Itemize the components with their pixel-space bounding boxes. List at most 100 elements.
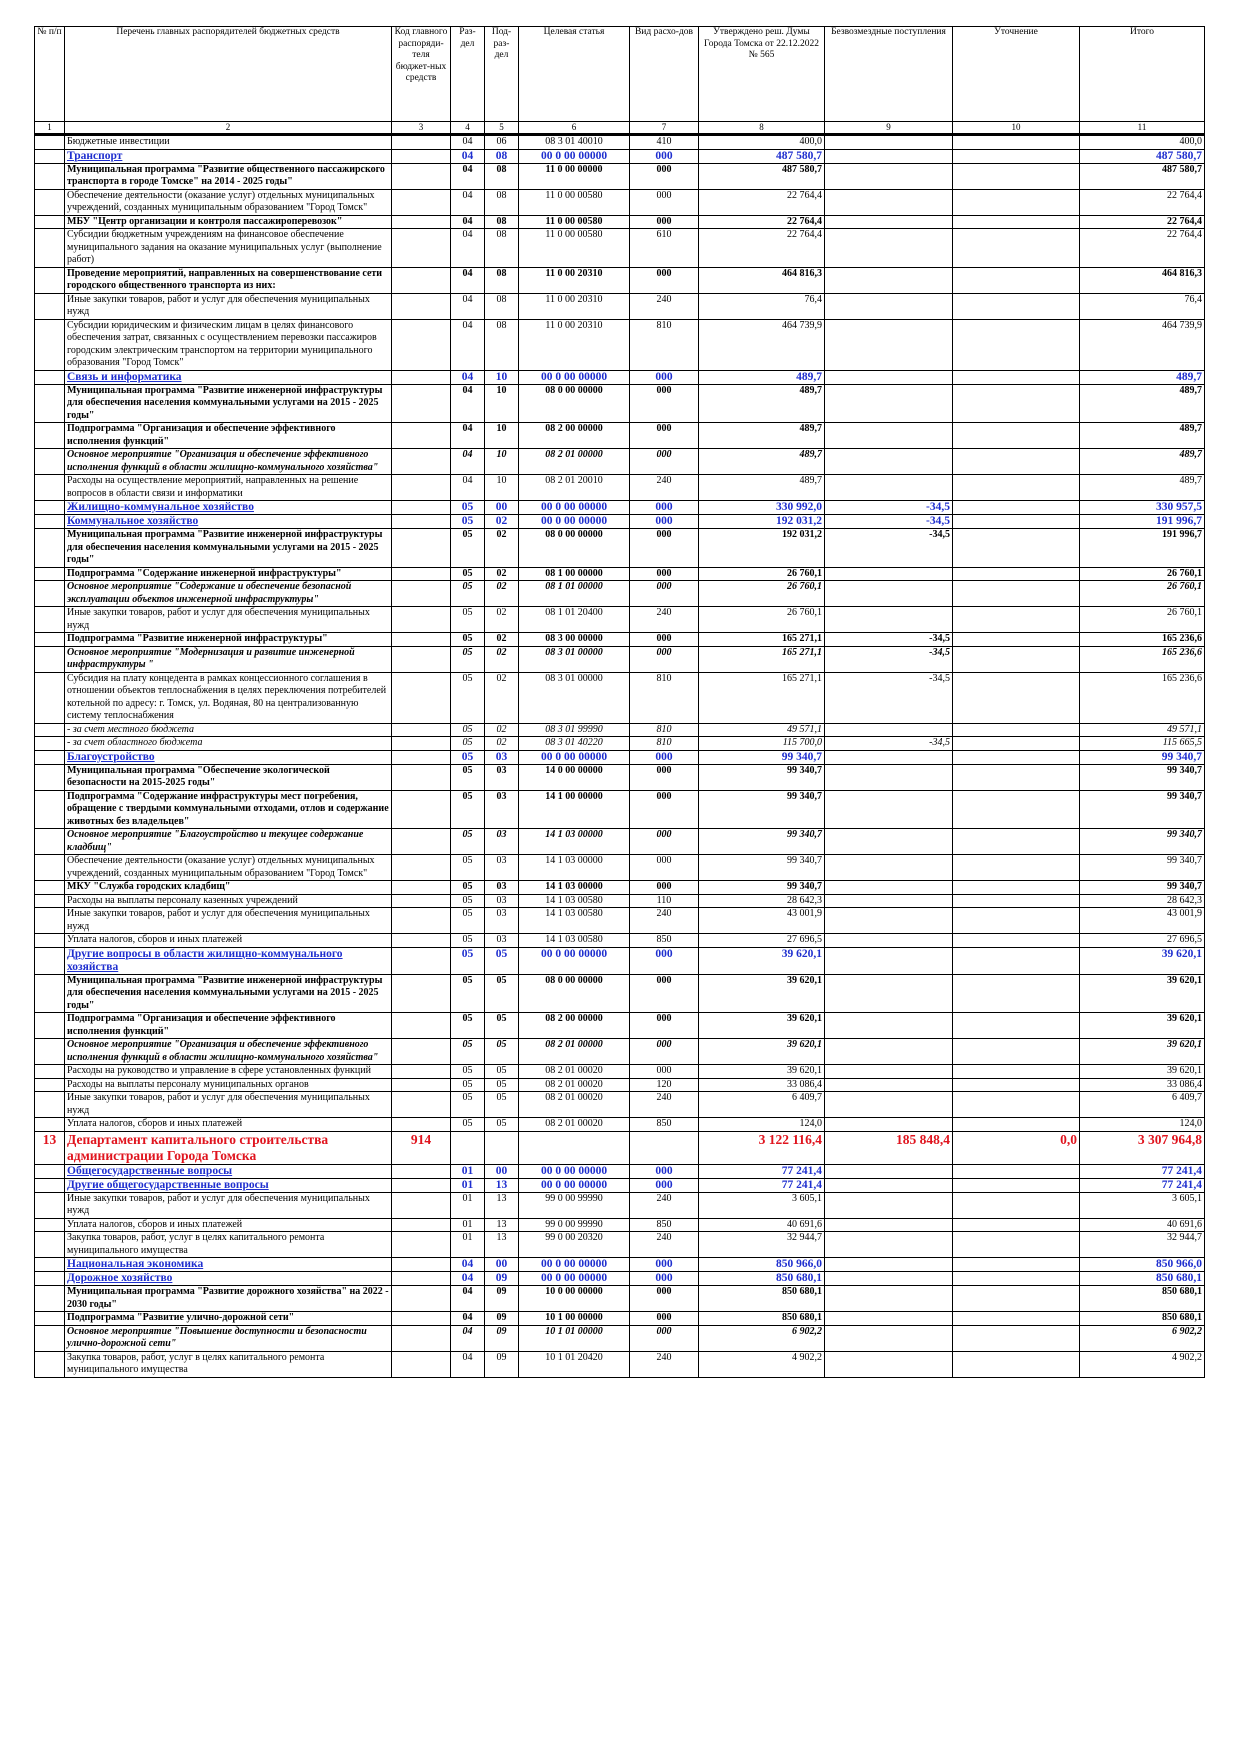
table-cell: 08 3 01 40010	[518, 134, 630, 150]
table-cell	[824, 907, 953, 934]
table-cell	[391, 1271, 451, 1286]
table-cell: 08	[484, 188, 519, 216]
table-cell: 10	[484, 369, 519, 385]
table-row: Закупка товаров, работ, услуг в целях ка…	[34, 1231, 1205, 1258]
table-cell: 11 0 00 00000	[518, 162, 630, 190]
table-cell: 165 271,1	[698, 671, 825, 724]
table-cell	[824, 1285, 953, 1312]
table-cell	[824, 1231, 953, 1258]
table-cell	[824, 580, 953, 607]
table-cell	[952, 632, 1080, 647]
table-cell: 22 764,4	[1079, 228, 1205, 268]
table-cell	[824, 828, 953, 855]
table-row: Бюджетные инвестиции 04 06 08 3 01 40010 410…	[34, 134, 1205, 150]
table-cell: 76,4	[1079, 292, 1205, 320]
table-cell: 05	[450, 580, 485, 607]
table-cell	[952, 1064, 1080, 1079]
table-cell	[34, 1285, 65, 1312]
table-cell: -34,5	[824, 632, 953, 647]
table-cell: 11 0 00 00580	[518, 228, 630, 268]
table-cell: 165 236,6	[1079, 671, 1205, 724]
table-cell: 99 340,7	[698, 828, 825, 855]
table-cell	[391, 448, 451, 475]
table-cell: 00 0 00 00000	[518, 1257, 630, 1272]
table-cell	[952, 292, 1080, 320]
table-cell: 26 760,1	[1079, 606, 1205, 633]
table-cell: Иные закупки товаров, работ и услуг для …	[64, 907, 392, 934]
table-cell	[824, 1038, 953, 1065]
table-cell: Подпрограмма "Содержание инфраструктуры …	[64, 789, 392, 829]
table-cell: 13	[34, 1130, 65, 1165]
table-cell	[391, 566, 451, 581]
table-row: Уплата налогов, сборов и иных платежей 01…	[34, 1217, 1205, 1232]
table-cell: 04	[450, 369, 485, 385]
table-cell: 08 2 00 00000	[518, 422, 630, 449]
table-cell: 08 0 00 00000	[518, 528, 630, 568]
table-cell: 32 944,7	[1079, 1231, 1205, 1258]
table-row: Муниципальная программа "Развитие дорожн…	[34, 1285, 1205, 1312]
table-cell: 03	[484, 763, 519, 791]
table-cell: Коммунальное хозяйство	[64, 514, 392, 529]
table-cell	[34, 1311, 65, 1326]
table-cell	[952, 448, 1080, 475]
table-cell: 40 691,6	[698, 1217, 825, 1232]
table-cell: - за счет областного бюджета	[64, 736, 392, 751]
table-cell: 120	[629, 1077, 699, 1092]
table-cell	[952, 880, 1080, 895]
table-cell	[952, 1285, 1080, 1312]
table-cell: 04	[450, 1257, 485, 1272]
table-cell	[952, 369, 1080, 385]
table-row: Муниципальная программа "Обеспечение эко…	[34, 763, 1205, 791]
table-cell	[391, 1077, 451, 1092]
table-cell: 99 0 00 20320	[518, 1231, 630, 1258]
table-cell	[391, 1064, 451, 1079]
table-cell: 240	[629, 606, 699, 633]
table-cell: 000	[629, 1038, 699, 1065]
table-cell: 05	[484, 1012, 519, 1039]
table-cell	[34, 1012, 65, 1039]
table-cell	[34, 722, 65, 737]
table-cell	[824, 474, 953, 501]
table-cell: 99 340,7	[1079, 789, 1205, 829]
table-cell: 04	[450, 1271, 485, 1286]
table-cell: 110	[629, 893, 699, 908]
table-cell: 240	[629, 1350, 699, 1378]
table-cell: 99 340,7	[1079, 828, 1205, 855]
table-cell: 08	[484, 148, 519, 164]
table-cell: Обеспечение деятельности (оказание услуг…	[64, 854, 392, 881]
table-cell	[391, 907, 451, 934]
table-cell: 08 2 01 00000	[518, 448, 630, 475]
table-cell: 240	[629, 474, 699, 501]
table-cell	[34, 854, 65, 881]
table-cell: 00	[484, 1163, 519, 1179]
table-cell	[34, 500, 65, 515]
table-cell	[952, 266, 1080, 294]
table-cell: 03	[484, 854, 519, 881]
table-cell: 00 0 00 00000	[518, 749, 630, 765]
table-cell: 124,0	[1079, 1117, 1205, 1132]
table-cell: 487 580,7	[1079, 162, 1205, 190]
table-cell	[824, 318, 953, 371]
table-cell: 99 340,7	[1079, 880, 1205, 895]
table-cell: 000	[629, 188, 699, 216]
table-cell: 99 340,7	[698, 763, 825, 791]
table-header: № п/п Перечень главных распорядителей бюд…	[34, 26, 1205, 136]
table-cell: 810	[629, 736, 699, 751]
table-row: Проведение мероприятий, направленных на …	[34, 266, 1205, 294]
header-cell: Перечень главных распорядителей бюджетны…	[64, 26, 392, 122]
table-row: Иные закупки товаров, работ и услуг для …	[34, 606, 1205, 633]
table-cell: 04	[450, 318, 485, 371]
table-cell: 165 271,1	[698, 645, 825, 673]
table-cell: 08 1 01 20400	[518, 606, 630, 633]
table-cell: Дорожное хозяйство	[64, 1271, 392, 1286]
table-cell	[391, 933, 451, 948]
table-cell: 08 2 01 00020	[518, 1117, 630, 1132]
table-cell	[629, 1130, 699, 1165]
table-cell	[824, 1191, 953, 1219]
table-cell: 000	[629, 566, 699, 581]
table-cell: 05	[450, 671, 485, 724]
table-cell: 04	[450, 383, 485, 423]
table-cell: 26 760,1	[698, 566, 825, 581]
table-cell: 000	[629, 528, 699, 568]
table-cell	[952, 907, 1080, 934]
